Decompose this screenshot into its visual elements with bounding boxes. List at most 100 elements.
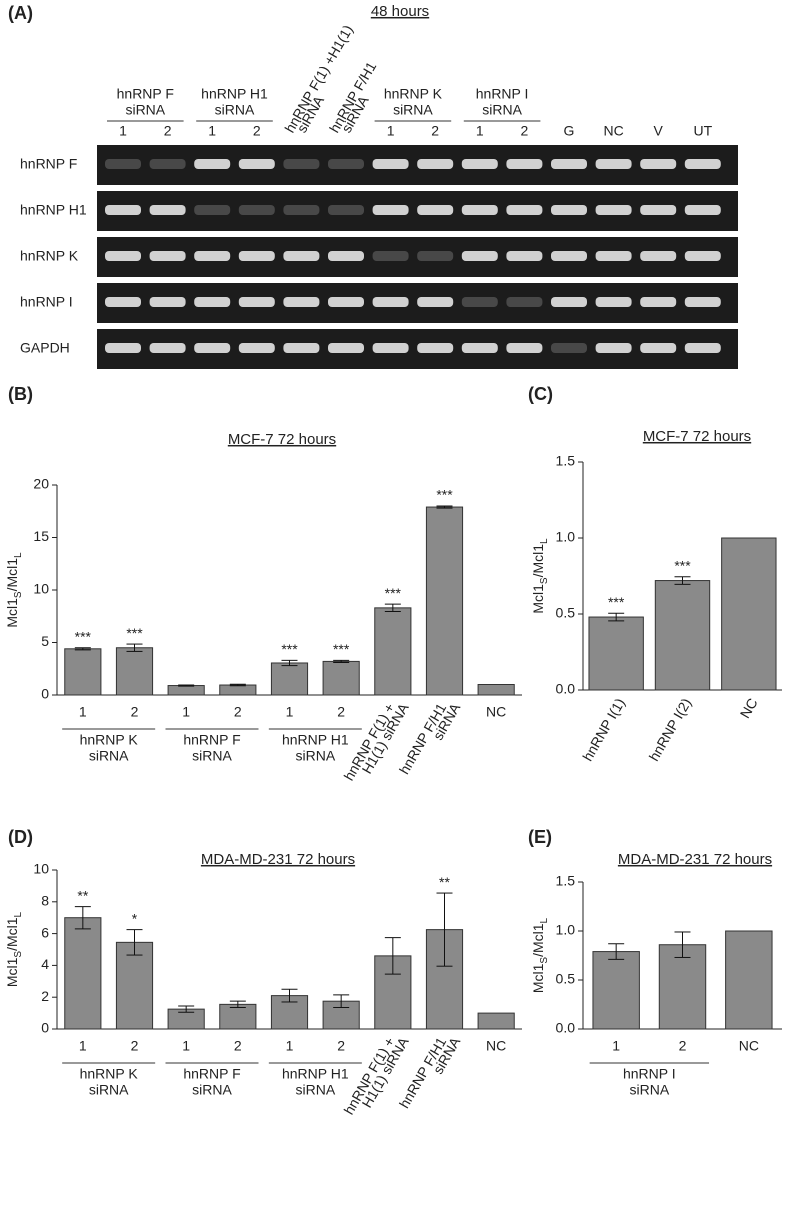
x-tick-label: 1 [612, 1038, 620, 1054]
band [238, 205, 275, 215]
y-axis-label-part: Mcl1 [530, 584, 546, 614]
band [684, 159, 721, 169]
y-tick-label: 1.0 [556, 529, 576, 545]
band [551, 297, 587, 307]
y-tick-label: 20 [33, 476, 49, 492]
band [372, 343, 409, 353]
y-axis-label: Mcl1S/Mcl1L [4, 911, 24, 987]
bar [477, 1012, 515, 1030]
lane-label: 2 [253, 123, 261, 139]
band [283, 251, 320, 261]
band [684, 297, 721, 307]
x-tick-label: NC [737, 695, 761, 721]
band [684, 251, 721, 261]
band [283, 297, 320, 307]
band [149, 205, 186, 215]
group-label: hnRNP H1 [201, 86, 268, 102]
band [194, 205, 231, 215]
bar [167, 685, 205, 696]
y-tick-label: 0.5 [556, 971, 576, 987]
x-tick-label: 2 [679, 1038, 687, 1054]
band [640, 251, 677, 261]
bar [64, 648, 102, 696]
group-label: siRNA [215, 102, 255, 118]
group-label: siRNA [295, 748, 335, 764]
y-tick-label: 6 [41, 924, 49, 940]
x-tick-label: hnRNP I(2) [646, 695, 695, 763]
x-tick-label: NC [486, 704, 506, 720]
band [372, 251, 409, 261]
significance: ** [77, 887, 88, 903]
y-axis-label-part: /Mcl1 [4, 917, 20, 951]
bar [322, 660, 360, 696]
band [551, 251, 587, 261]
significance: ** [439, 874, 450, 890]
y-tick-label: 1.5 [556, 873, 576, 889]
significance: *** [436, 487, 453, 503]
y-axis-label-part: L [13, 552, 24, 558]
bar [270, 662, 309, 696]
significance: *** [608, 594, 625, 610]
bar [219, 684, 257, 696]
y-axis-label-part: Mcl1 [530, 963, 546, 993]
significance: *** [281, 641, 298, 657]
chart-title: MDA-MD-231 72 hours [618, 851, 772, 868]
bar [115, 941, 154, 1030]
row-label: GAPDH [20, 340, 70, 356]
group-label: siRNA [295, 1082, 335, 1098]
band [328, 297, 364, 307]
y-tick-label: 15 [33, 528, 49, 544]
band [640, 343, 677, 353]
y-axis-label-part: Mcl1 [4, 957, 20, 987]
band [640, 159, 677, 169]
significance: * [132, 910, 138, 926]
y-tick-label: 0.0 [556, 1020, 576, 1036]
y-tick-label: 1.5 [556, 453, 576, 469]
band [149, 343, 186, 353]
chart-title: MCF-7 72 hours [228, 431, 336, 448]
x-tick-label: 1 [182, 704, 190, 720]
row-label: hnRNP F [20, 156, 77, 172]
band [640, 205, 677, 215]
x-tick-label: 1 [79, 1038, 87, 1054]
band [194, 159, 231, 169]
y-axis-label: Mcl1S/Mcl1L [4, 552, 24, 628]
group-label: siRNA [125, 102, 165, 118]
x-tick-label: 1 [182, 1038, 190, 1054]
y-tick-label: 1.0 [556, 922, 576, 938]
y-axis-label-part: Mcl1 [4, 598, 20, 628]
y-axis-label: Mcl1S/Mcl1L [530, 917, 550, 993]
band [149, 159, 186, 169]
x-tick-label: 2 [131, 1038, 139, 1054]
row-label: hnRNP K [20, 248, 79, 264]
bar [725, 930, 773, 1030]
y-axis-label: Mcl1S/Mcl1L [530, 538, 550, 614]
y-tick-label: 10 [33, 581, 49, 597]
band [461, 159, 498, 169]
y-axis-label-part: /Mcl1 [530, 544, 546, 578]
band [506, 159, 543, 169]
bar [374, 607, 412, 696]
group-label: hnRNP I [623, 1066, 676, 1082]
y-axis-label-part: S [13, 591, 24, 598]
significance: *** [75, 628, 92, 644]
band [461, 251, 498, 261]
y-tick-label: 0.5 [556, 605, 576, 621]
y-axis-label-part: /Mcl1 [530, 923, 546, 957]
band [238, 297, 275, 307]
x-tick-label: 2 [337, 1038, 345, 1054]
band [328, 205, 364, 215]
band [417, 205, 454, 215]
lane-label: 1 [208, 123, 216, 139]
y-axis-label-part: L [539, 917, 550, 923]
x-tick-label: 1 [286, 704, 294, 720]
y-tick-label: 0.0 [556, 681, 576, 697]
band [105, 205, 141, 215]
row-label: hnRNP H1 [20, 202, 87, 218]
y-axis-label-part: L [13, 911, 24, 917]
band [328, 343, 364, 353]
x-tick-label: 2 [234, 1038, 242, 1054]
significance: *** [333, 641, 350, 657]
